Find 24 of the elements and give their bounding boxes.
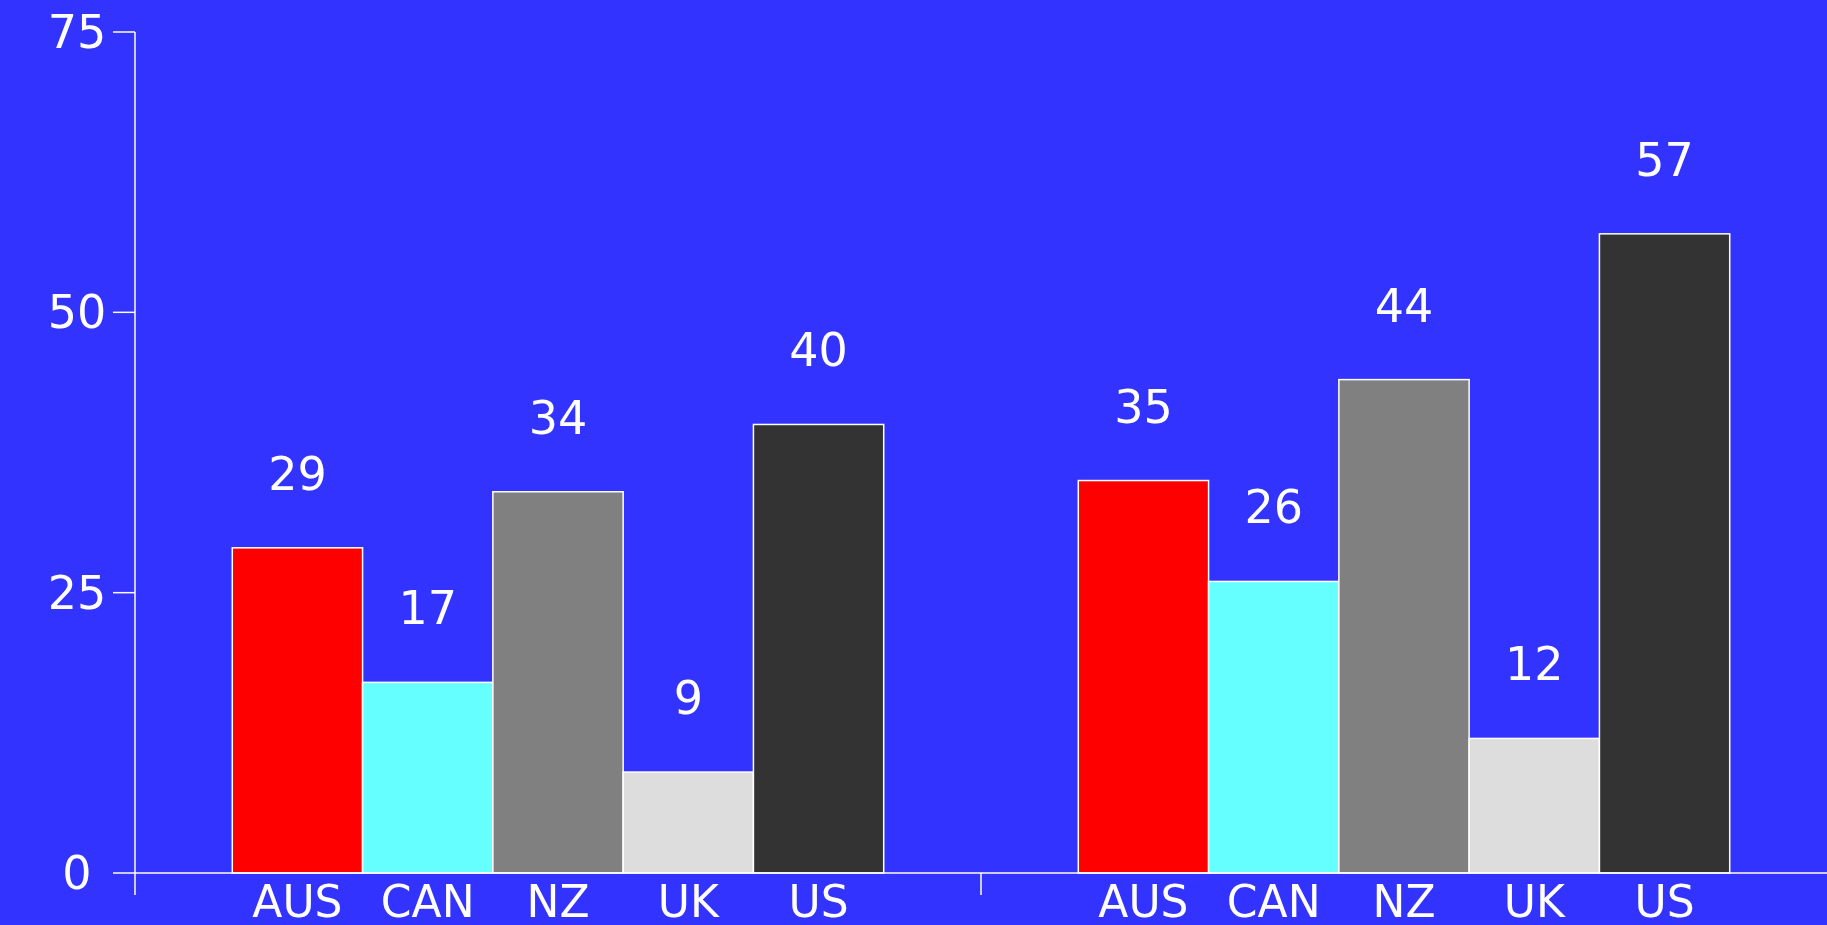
y-tick-label: 25 (47, 565, 107, 620)
data-label: 35 (1114, 379, 1173, 434)
y-tick-label: 50 (47, 285, 107, 340)
data-label: 17 (398, 581, 457, 636)
data-label: 9 (673, 671, 703, 726)
data-label: 26 (1244, 480, 1303, 535)
series-label: US (788, 876, 849, 925)
series-label: UK (657, 876, 720, 925)
data-label: 44 (1374, 278, 1434, 333)
data-label: 12 (1505, 637, 1564, 692)
series-label: CAN (380, 876, 475, 925)
text: NZ (1372, 876, 1436, 925)
data-label: 40 (789, 323, 848, 378)
text: CAN (1226, 876, 1321, 925)
series-label: NZ (526, 876, 590, 925)
data-label: 29 (268, 446, 327, 501)
data-label: 34 (528, 390, 588, 445)
y-tick-label: 75 (47, 5, 107, 60)
series-label: AUS (252, 876, 343, 925)
text: UK (1503, 876, 1565, 925)
text: US (1634, 876, 1695, 925)
y-tick-label: 0 (62, 846, 92, 901)
data-label: 57 (1635, 132, 1694, 187)
text: AUS (1098, 876, 1189, 925)
